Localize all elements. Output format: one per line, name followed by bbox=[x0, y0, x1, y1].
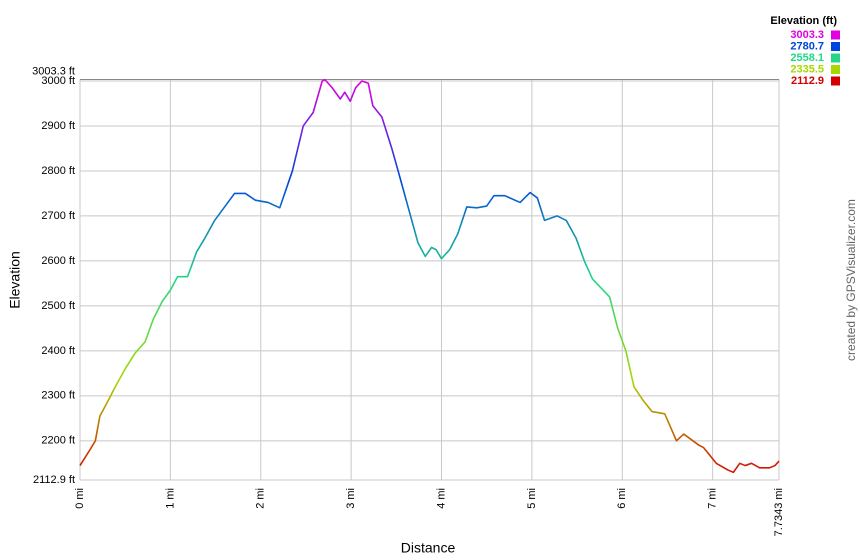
x-tick-label: 4 mi bbox=[435, 488, 447, 509]
y-tick-label: 2600 ft bbox=[41, 255, 75, 267]
x-tick-label: 7 mi bbox=[707, 488, 719, 509]
x-axis-label: Distance bbox=[401, 540, 456, 556]
y-tick-label: 3003.3 ft bbox=[32, 65, 75, 77]
legend-swatch bbox=[831, 30, 840, 40]
legend-label: 2112.9 bbox=[791, 75, 824, 87]
legend-label: 2335.5 bbox=[790, 63, 824, 75]
y-tick-label: 2400 ft bbox=[41, 345, 75, 357]
legend-label: 3003.3 bbox=[790, 29, 824, 41]
x-tick-label: 5 mi bbox=[526, 488, 538, 509]
x-tick-label: 2 mi bbox=[255, 488, 267, 509]
legend-swatch bbox=[831, 42, 840, 51]
y-tick-label: 2200 ft bbox=[41, 435, 75, 447]
legend-label: 2558.1 bbox=[790, 52, 824, 64]
legend-swatch bbox=[831, 53, 840, 63]
y-tick-label: 2112.9 ft bbox=[33, 474, 75, 486]
y-tick-label: 2900 ft bbox=[41, 120, 75, 132]
elevation-line bbox=[79, 78, 780, 474]
legend-swatch bbox=[831, 76, 840, 86]
legend-label: 2780.7 bbox=[790, 40, 824, 52]
legend-swatch bbox=[831, 65, 840, 74]
credit: created by GPSVisualizer.com bbox=[844, 199, 858, 361]
x-tick-label: 1 mi bbox=[164, 488, 176, 509]
y-tick-label: 2300 ft bbox=[41, 390, 75, 402]
x-tick-label: 7.7343 mi bbox=[773, 488, 785, 536]
y-tick-label: 2800 ft bbox=[41, 165, 75, 177]
legend-title: Elevation (ft) bbox=[770, 15, 837, 27]
y-tick-label: 2500 ft bbox=[41, 300, 75, 312]
x-tick-label: 0 mi bbox=[74, 488, 86, 509]
y-axis-label: Elevation bbox=[7, 251, 23, 309]
y-tick-label: 3000 ft bbox=[41, 75, 75, 87]
y-tick-label: 2700 ft bbox=[41, 210, 75, 222]
x-tick-label: 3 mi bbox=[345, 488, 357, 509]
x-tick-label: 6 mi bbox=[616, 488, 628, 509]
